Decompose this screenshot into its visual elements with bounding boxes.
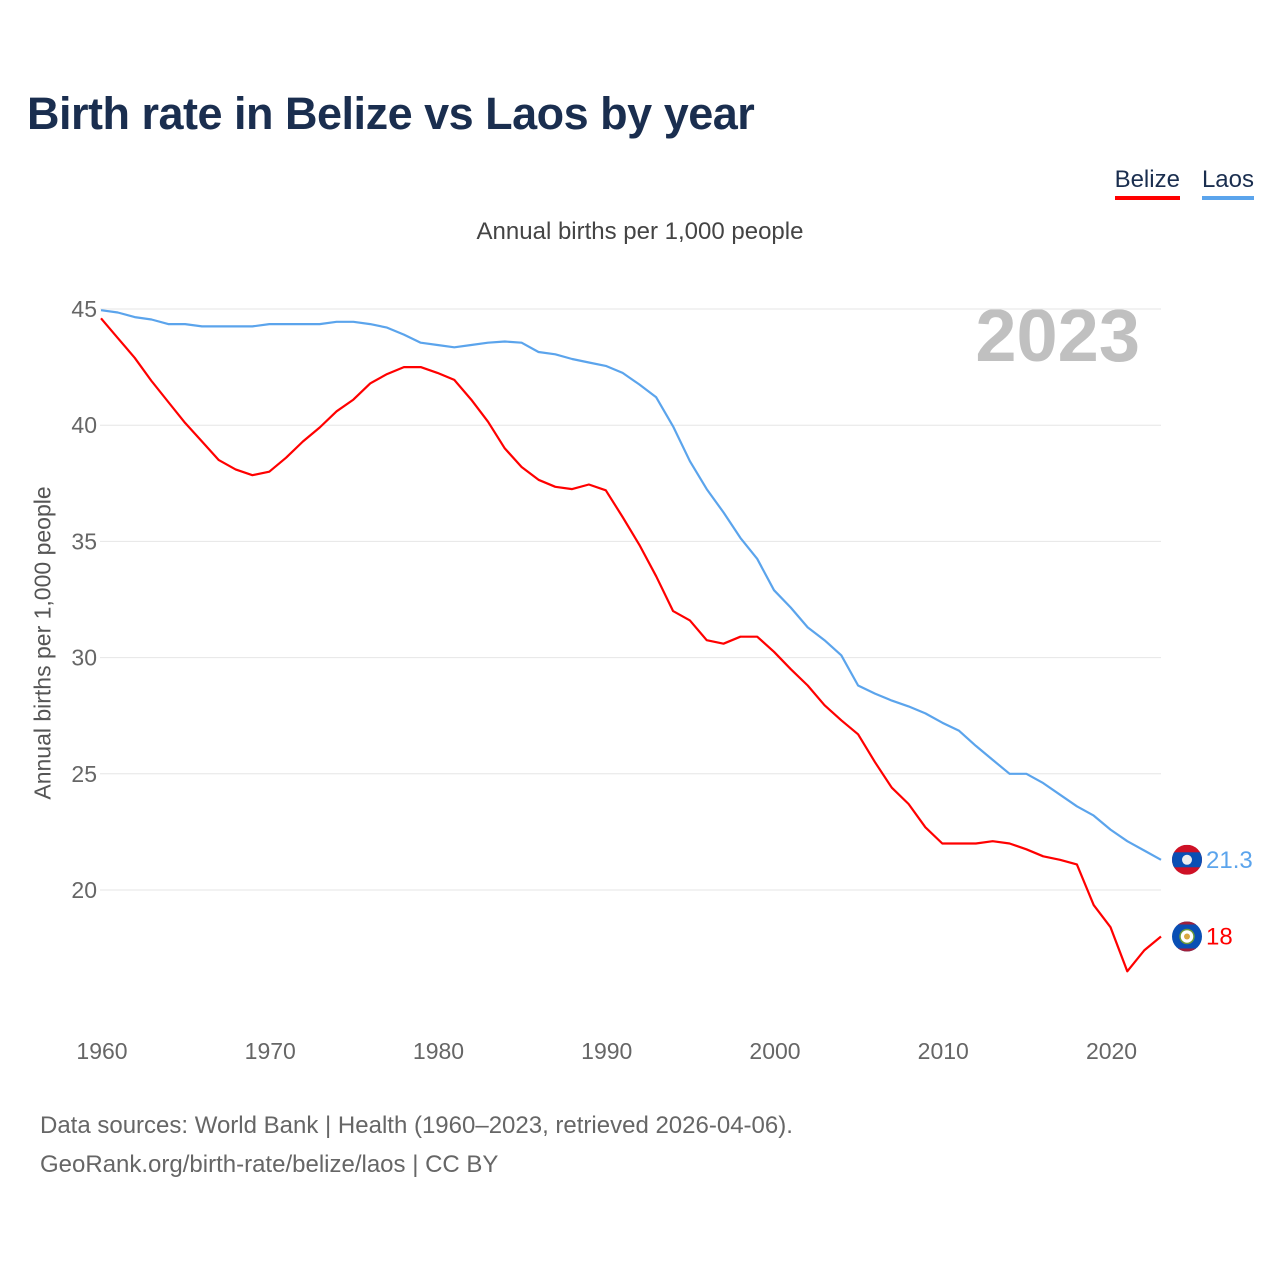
source-link[interactable]: GeoRank.org/birth-rate/belize/laos | CC … (40, 1151, 499, 1178)
y-tick-label: 40 (71, 412, 97, 438)
y-tick-label: 30 (71, 645, 97, 671)
y-tick-label: 45 (71, 296, 97, 322)
y-tick-label: 35 (71, 528, 97, 554)
legend-laos[interactable]: Laos (1201, 166, 1254, 200)
x-tick-label: 2020 (1086, 1038, 1137, 1064)
y-tick-label: 20 (71, 877, 97, 903)
belize-flag-icon (1172, 921, 1202, 952)
year-label: 2023 (975, 294, 1140, 377)
x-tick-label: 1960 (76, 1038, 127, 1064)
chart-title: Birth rate in Belize vs Laos by year (27, 88, 755, 139)
y-tick-label: 25 (71, 761, 97, 787)
end-value-label: 21.3 (1206, 847, 1253, 874)
x-tick-label: 1980 (413, 1038, 464, 1064)
series-line-belize (100, 317, 1162, 973)
laos-flag-icon (1172, 844, 1202, 875)
x-tick-label: 2010 (918, 1038, 969, 1064)
series-line-laos (100, 309, 1162, 861)
x-tick-label: 1990 (581, 1038, 632, 1064)
legend: Belize Laos (1114, 166, 1254, 200)
end-value-label: 18 (1206, 923, 1233, 950)
footer: Data sources: World Bank | Health (1960–… (40, 1106, 793, 1184)
source-text: Data sources: World Bank | Health (1960–… (40, 1112, 793, 1139)
chart-subtitle: Annual births per 1,000 people (476, 218, 804, 245)
x-tick-label: 1970 (245, 1038, 296, 1064)
legend-belize[interactable]: Belize (1114, 166, 1180, 200)
x-tick-label: 2000 (749, 1038, 800, 1064)
